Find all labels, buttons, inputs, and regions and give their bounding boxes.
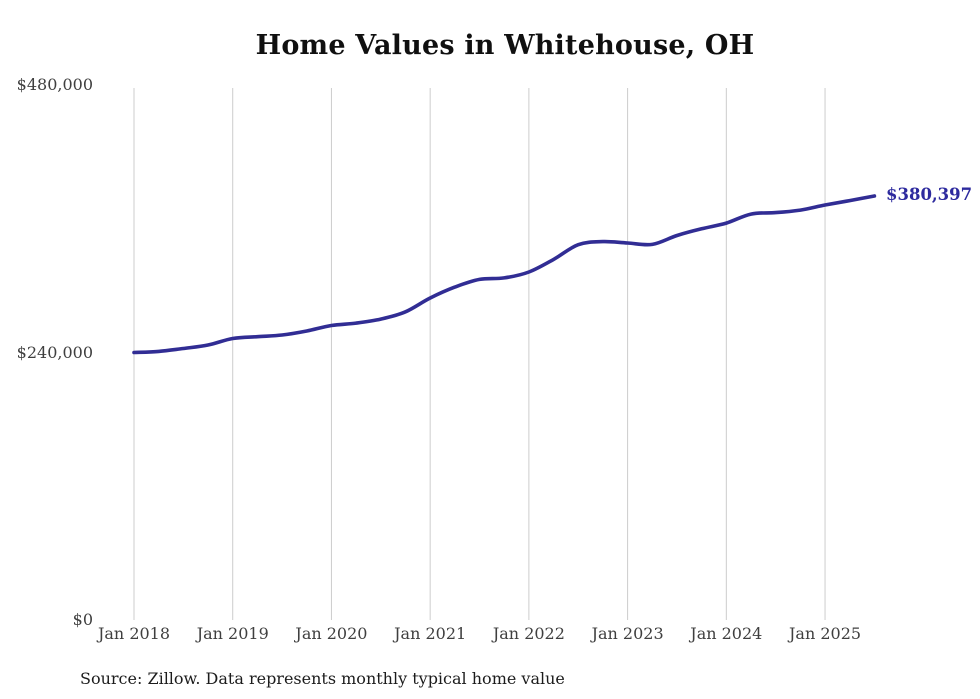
y-tick-label-480000: $480,000 <box>16 75 93 94</box>
source-note: Source: Zillow. Data represents monthly … <box>80 669 565 688</box>
home-value-line-series <box>132 194 877 355</box>
gridlines-group <box>133 88 826 620</box>
chart-title: Home Values in Whitehouse, OH <box>255 30 755 61</box>
y-tick-label-240000: $240,000 <box>16 342 93 362</box>
x-tick-label-2019: Jan 2019 <box>196 624 269 643</box>
x-tick-label-2024: Jan 2024 <box>690 624 763 643</box>
latest-value-label: $380,397 <box>886 185 973 204</box>
x-tick-label-2020: Jan 2020 <box>295 624 368 643</box>
x-tick-label-2022: Jan 2022 <box>492 624 565 643</box>
x-tick-label-2025: Jan 2025 <box>789 624 862 643</box>
x-tick-label-2023: Jan 2023 <box>591 624 664 643</box>
x-tick-label-2021: Jan 2021 <box>394 624 467 643</box>
y-tick-label-0: $0 <box>72 610 93 629</box>
x-tick-label-2018: Jan 2018 <box>97 624 171 643</box>
